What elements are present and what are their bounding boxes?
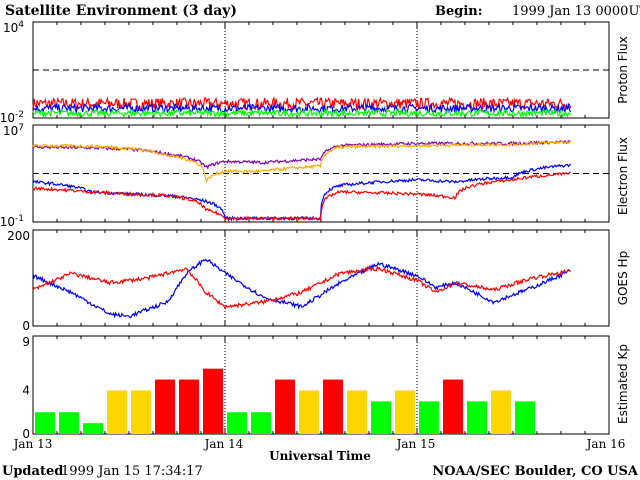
x-tick-jan16: Jan 16	[585, 437, 626, 451]
begin-label: Begin:	[435, 4, 483, 19]
electron-series-blue	[32, 163, 572, 222]
kp-bar	[203, 368, 223, 434]
chart-title: Satellite Environment (3 day)	[5, 3, 237, 19]
hp-y-tick-bottom: 0	[22, 319, 30, 333]
kp-bar	[371, 401, 391, 434]
electron-flux-label: Electron Flux	[616, 137, 630, 215]
kp-bar	[59, 412, 79, 434]
kp-bar	[515, 401, 535, 434]
kp-bar	[131, 390, 151, 434]
kp-y-tick-top: 9	[22, 335, 30, 349]
electron-flux-panel: 107 10-1	[0, 123, 610, 229]
goes-hp-label: GOES Hp	[616, 251, 630, 305]
x-tick-jan13: Jan 13	[12, 437, 53, 451]
kp-bar	[491, 390, 511, 434]
electron-y-tick-bottom: 10-1	[0, 214, 24, 229]
updated-label: Updated	[2, 464, 63, 479]
kp-bar	[467, 401, 487, 434]
hp-series-red	[32, 265, 571, 310]
estimated-kp-panel: 9 0 4	[22, 335, 610, 441]
hp-frame	[32, 229, 610, 327]
electron-series-orange	[32, 140, 571, 183]
kp-bar	[299, 390, 319, 434]
x-tick-jan15: Jan 15	[395, 437, 436, 451]
kp-bar	[227, 412, 247, 434]
kp-bar	[83, 423, 103, 434]
kp-bar	[179, 379, 199, 434]
updated-value: 1999 Jan 15 17:34:17	[61, 464, 203, 479]
kp-y-tick-bottom: 0	[22, 427, 30, 441]
kp-bar	[107, 390, 127, 434]
x-tick-jan14: Jan 14	[203, 437, 244, 451]
kp-bar	[419, 401, 439, 434]
kp-bar	[395, 390, 415, 434]
electron-series-red	[32, 171, 571, 222]
begin-value: 1999 Jan 13 0000UT	[512, 4, 640, 19]
hp-series-blue	[32, 258, 571, 319]
hp-y-tick-top: 200	[7, 229, 30, 243]
kp-bar	[347, 390, 367, 434]
kp-bar	[155, 379, 175, 434]
kp-bar	[251, 412, 271, 434]
proton-series-green	[32, 107, 572, 119]
kp-bar	[323, 379, 343, 434]
proton-flux-label: Proton Flux	[616, 36, 630, 103]
kp-bar	[443, 379, 463, 434]
proton-y-tick-top: 104	[3, 20, 24, 35]
x-axis-label: Universal Time	[269, 449, 371, 463]
estimated-kp-label: Estimated Kp	[616, 344, 630, 424]
kp-y-tick-mid: 4	[22, 383, 30, 397]
kp-bar	[35, 412, 55, 434]
credit-text: NOAA/SEC Boulder, CO USA	[432, 464, 639, 479]
kp-bar	[275, 379, 295, 434]
electron-y-tick-top: 107	[3, 123, 24, 138]
